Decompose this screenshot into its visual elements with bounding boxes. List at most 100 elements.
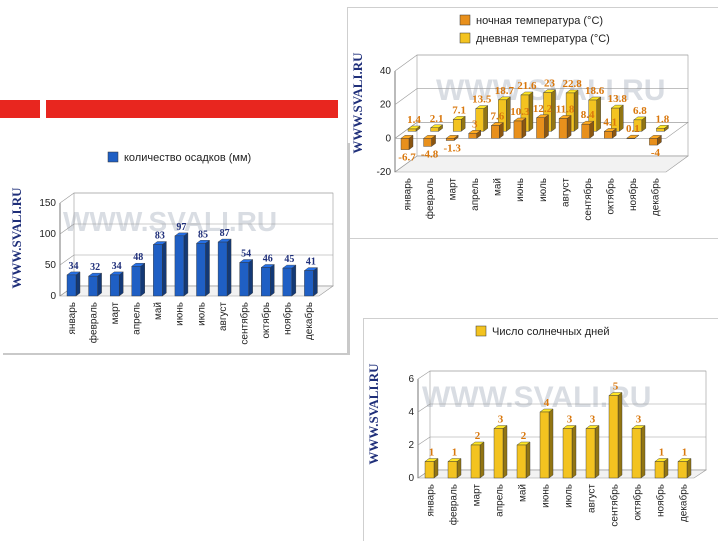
category-label: май (153, 302, 164, 320)
bar-апрель-s0 (131, 262, 146, 297)
gridline-diagonal (394, 88, 418, 105)
data-label: 21.6 (517, 80, 537, 92)
bar-май-s0 (516, 441, 531, 479)
bar-декабрь-s0 (648, 134, 663, 146)
legend-swatch (107, 151, 119, 163)
data-label: 54 (241, 249, 251, 260)
data-label: 45 (284, 254, 294, 265)
bar-март-s0 (445, 134, 459, 141)
category-label: март (472, 484, 483, 507)
data-label: 3 (498, 414, 504, 426)
data-label: 5 (613, 381, 619, 393)
bar-декабрь-s0 (303, 267, 319, 297)
category-label: август (560, 178, 571, 207)
gridline-diagonal (394, 54, 418, 72)
category-label: декабрь (678, 484, 690, 522)
gridline-diagonal (417, 436, 431, 446)
bar-март-s1 (452, 115, 466, 132)
data-label: 83 (155, 231, 165, 242)
bar-июль-s0 (195, 239, 211, 297)
data-label: 8.4 (581, 109, 595, 121)
data-label: 7.1 (452, 104, 466, 116)
data-label: -4 (651, 147, 661, 159)
data-label: 2.1 (430, 113, 444, 125)
precipitation-chart: WWW.SVALI.RU WWW.SVALI.RU 150 100 50 0 количес… (9, 151, 334, 345)
gridline-diagonal (59, 223, 75, 235)
side-label: WWW.SVALI.RU (350, 52, 365, 154)
data-label: 4 (544, 397, 550, 409)
category-label: апрель (132, 302, 143, 335)
category-label: июнь (175, 302, 186, 326)
data-label: 46 (263, 253, 273, 264)
gridline-diagonal (394, 155, 418, 173)
data-label: 7.6 (490, 111, 504, 123)
category-label: сентябрь (238, 302, 250, 345)
bar-ноябрь-s0 (654, 458, 669, 479)
y-tick-label: -20 (377, 167, 392, 178)
data-label: 87 (220, 228, 230, 239)
legend-label: количество осадков (мм) (124, 152, 251, 164)
bar-апрель-s0 (468, 129, 482, 139)
y-tick-label: 0 (385, 133, 391, 144)
bar-май-s0 (152, 241, 167, 297)
data-label: 48 (133, 252, 143, 263)
data-label: 2 (521, 430, 527, 442)
category-label: январь (426, 484, 437, 516)
category-label: февраль (424, 178, 436, 219)
data-label: 11.8 (556, 103, 575, 115)
y-tick-label: 50 (45, 260, 57, 271)
data-label: 3 (636, 414, 642, 426)
bar-сентябрь-s0 (608, 392, 623, 479)
category-label: июнь (541, 484, 552, 508)
gridline-diagonal (59, 192, 75, 204)
y-tick-label: 150 (39, 198, 56, 209)
precipitation-chart-panel: WWW.SVALI.RU WWW.SVALI.RU 150 100 50 0 количес… (3, 143, 350, 355)
category-label: май (493, 178, 504, 196)
category-label: декабрь (650, 178, 662, 216)
data-label: 1 (659, 447, 665, 459)
bar-январь-s0 (400, 134, 414, 151)
data-label: 18.7 (495, 85, 515, 97)
y-tick-label: 100 (39, 229, 56, 240)
side-label: WWW.SVALI.RU (9, 187, 24, 289)
data-label: -1.3 (443, 143, 461, 155)
data-label: 1 (429, 447, 435, 459)
category-label: октябрь (260, 302, 272, 339)
data-label: 4.1 (603, 116, 617, 128)
red-accent-right (46, 100, 338, 118)
data-label: 97 (176, 222, 186, 233)
category-label: январь (67, 302, 78, 334)
data-label: 23 (544, 78, 556, 90)
bar-февраль-s0 (422, 134, 437, 147)
data-label: 22.8 (562, 78, 582, 90)
data-label: 3 (472, 118, 478, 130)
gridline-diagonal (417, 403, 431, 413)
bar-октябрь-s0 (260, 264, 275, 297)
legend-label: Число солнечных дней (492, 326, 609, 338)
bar-июнь-s0 (513, 117, 527, 139)
bar-август-s0 (558, 115, 572, 139)
legend-swatch (475, 325, 487, 337)
y-tick-label: 0 (50, 291, 56, 302)
bar-январь-s0 (424, 458, 439, 479)
category-label: май (518, 484, 529, 502)
category-label: ноябрь (627, 178, 639, 211)
watermark-text: WWW.SVALI.RU (63, 206, 277, 237)
bar-февраль-s0 (87, 272, 103, 297)
data-label: 1 (682, 447, 688, 459)
data-label: 2 (475, 430, 481, 442)
bar-апрель-s1 (475, 105, 489, 132)
category-label: июль (564, 484, 575, 508)
category-label: ноябрь (282, 302, 294, 335)
data-label: 34 (112, 261, 122, 272)
bar-ноябрь-s1 (633, 116, 647, 132)
category-label: август (587, 484, 598, 513)
bar-август-s0 (585, 425, 600, 479)
y-tick-label: 4 (408, 407, 414, 418)
data-label: 1 (452, 447, 458, 459)
bar-ноябрь-s0 (282, 264, 297, 297)
bar-октябрь-s0 (631, 425, 646, 479)
bar-май-s0 (490, 122, 504, 139)
data-label: 1.8 (656, 113, 670, 125)
